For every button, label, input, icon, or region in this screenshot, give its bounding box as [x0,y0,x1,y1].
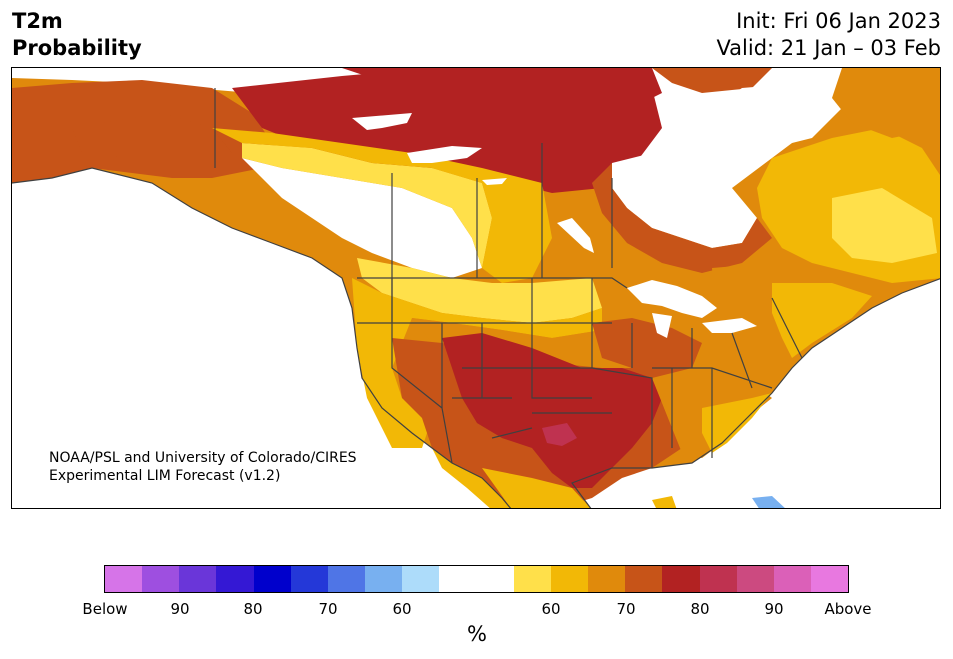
map-lake-michigan [652,313,672,338]
colorbar-swatch [625,566,663,592]
colorbar-label-below-60: 60 [392,600,412,618]
valid-period: Valid: 21 Jan – 03 Feb [716,36,941,60]
colorbar-swatch [550,566,589,592]
map-svg [12,68,940,508]
map-canada-red [232,68,662,193]
colorbar-swatch [810,566,849,592]
forecast-dates: Init: Fri 06 Jan 2023 Valid: 21 Jan – 03… [716,8,941,62]
colorbar-swatch [439,566,477,592]
plot-title: T2m Probability [12,8,142,62]
map-lake-erie [702,318,757,333]
map-great-lakes [627,280,717,318]
colorbar-swatch [290,566,328,592]
colorbar-label-below-70: 70 [318,600,338,618]
colorbar-label-above-80: 80 [690,600,710,618]
credit-line-1: NOAA/PSL and University of Colorado/CIRE… [49,450,357,466]
colorbar-swatch [105,566,143,592]
map-atlantic [572,278,940,508]
colorbar-swatch [736,566,774,592]
title-variable: T2m [12,9,63,33]
map-west-yellow [352,278,602,448]
map-lake-winnipeg [557,218,594,253]
map-greenland [832,68,940,138]
colorbar-swatch [179,566,217,592]
colorbar-swatch [699,566,737,592]
colorbar-swatch [142,566,180,592]
colorbar-label-above-60: 60 [541,600,561,618]
colorbar-label-above: Above [824,600,872,618]
map-arctic-islands-red [342,68,482,78]
map-bc-white [242,158,482,278]
map-yucatan-yellow [652,496,677,508]
map-hudson-ring [592,163,772,273]
colorbar-label-above-90: 90 [764,600,784,618]
map-prairies-yellow [212,128,552,283]
map-bc-light-yellow [242,143,492,268]
colorbar-swatch [513,566,551,592]
map-great-slave-lake [407,146,482,163]
map-hudson-bay [612,153,757,248]
colorbar-label-below-90: 90 [170,600,190,618]
map-alaska-inner [72,113,232,163]
colorbar-swatch [327,566,366,592]
colorbar-swatch [773,566,811,592]
colorbar-swatch [216,566,254,592]
colorbar [104,565,849,593]
title-type: Probability [12,36,142,60]
map-texas-red [442,333,662,488]
map-new-england-yellow [772,283,872,358]
colorbar-unit: % [467,622,487,646]
map-great-bear-lake [352,113,412,130]
colorbar-label-above-70: 70 [616,600,636,618]
map-florida-yellow [702,393,772,453]
colorbar-swatch [253,566,291,592]
map-labrador-light [832,188,937,263]
colorbar-swatch [402,566,440,592]
credit-text: NOAA/PSL and University of Colorado/CIRE… [49,449,357,485]
map-ohio-dark [592,318,702,388]
colorbar-label-below: Below [82,600,128,618]
map-baffin-bay [712,83,842,148]
map-texas-pink [542,423,577,446]
map-baffin-red [552,68,662,108]
map-island-orange-dark [652,68,772,93]
init-date: Init: Fri 06 Jan 2023 [736,9,941,33]
colorbar-swatch [365,566,403,592]
map-caribbean-blue [752,496,785,508]
forecast-map [11,67,941,509]
map-borders [12,88,940,508]
colorbar-swatch [588,566,626,592]
credit-line-2: Experimental LIM Forecast (v1.2) [49,468,281,484]
colorbar-swatch [662,566,700,592]
colorbar-label-below-80: 80 [243,600,263,618]
map-mexico-yellow [482,468,591,508]
colorbar-swatch [476,566,514,592]
map-northwest-light [357,258,602,323]
map-athabasca-lake [482,178,507,185]
